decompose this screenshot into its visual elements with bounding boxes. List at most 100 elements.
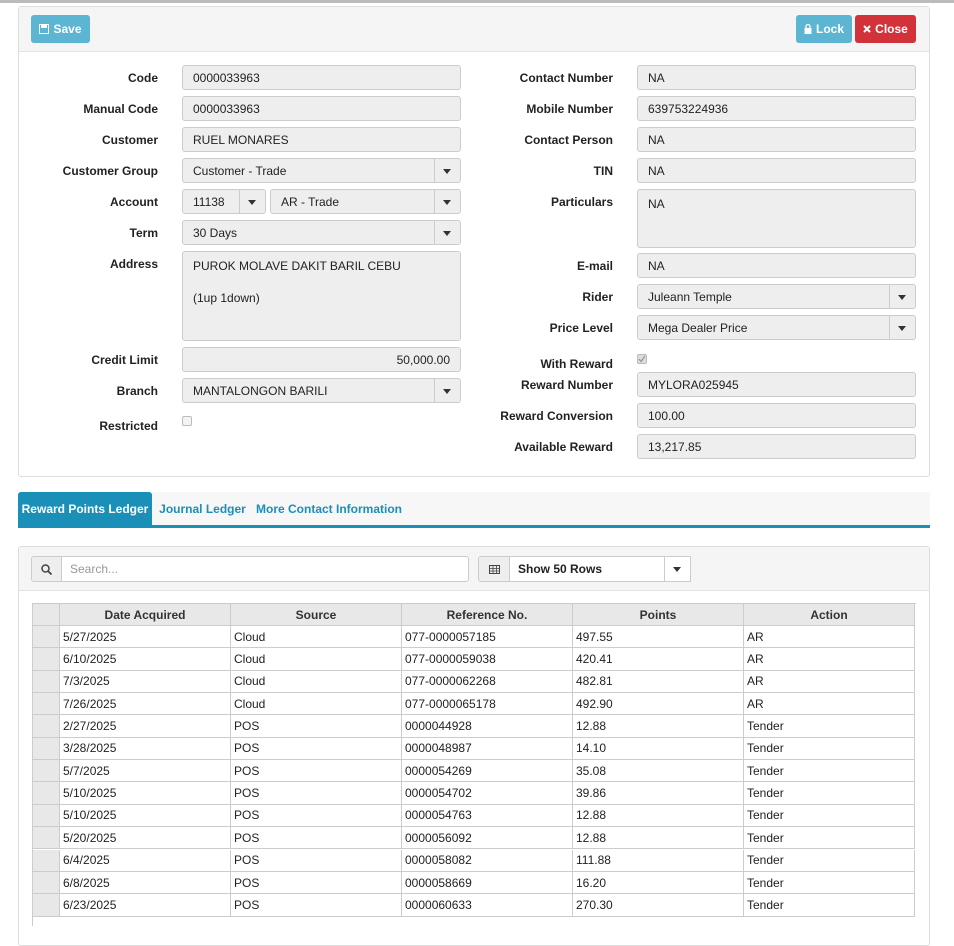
search-placeholder: Search... xyxy=(70,562,119,576)
table-cell: 077-0000059038 xyxy=(402,648,573,671)
select-input[interactable]: Juleann Temple xyxy=(637,284,916,309)
tab[interactable]: More Contact Information xyxy=(256,501,402,516)
table-cell: Cloud xyxy=(231,693,402,716)
search-icon-box xyxy=(31,556,62,582)
table-cell: 3/28/2025 xyxy=(60,737,231,761)
field-label: Customer Group xyxy=(62,164,158,178)
field-label: Branch xyxy=(116,384,158,398)
table-icon-box xyxy=(478,556,510,582)
ledger-table: Date Acquired Source Reference No. Points Ac… xyxy=(32,603,916,926)
text-input[interactable]: 100.00 xyxy=(637,403,916,428)
table-cell: AR xyxy=(744,648,915,671)
table-cell: 12.88 xyxy=(573,827,744,850)
input-value: 0000033963 xyxy=(193,101,260,116)
input-value: 13,217.85 xyxy=(648,439,702,454)
save-icon xyxy=(39,24,50,34)
select-input[interactable]: 30 Days xyxy=(182,220,461,245)
select-input[interactable]: Customer - Trade xyxy=(182,158,461,183)
column-header: Points xyxy=(573,604,744,626)
checkbox[interactable] xyxy=(637,354,647,364)
table-cell: Tender xyxy=(744,849,915,872)
table-cell: 0000058669 xyxy=(402,871,573,895)
table-cell: 5/10/2025 xyxy=(60,782,231,805)
field-label: Term xyxy=(129,226,158,240)
text-input[interactable]: 13,217.85 xyxy=(637,434,916,459)
select-input[interactable]: Mega Dealer Price xyxy=(637,315,916,340)
table-cell: 6/10/2025 xyxy=(60,648,231,671)
field-label: Customer xyxy=(101,133,158,147)
row-header-cell xyxy=(33,782,60,805)
field-label: Contact Number xyxy=(519,71,613,85)
row-header-cell xyxy=(33,626,60,649)
table-cell: 6/23/2025 xyxy=(60,894,231,917)
text-input[interactable]: NA xyxy=(637,189,916,248)
field-label: Rider xyxy=(582,290,613,304)
text-input[interactable]: MYLORA025945 xyxy=(637,372,916,397)
input-value: NA xyxy=(648,70,665,85)
table-cell: 2/27/2025 xyxy=(60,715,231,738)
dropdown-caret xyxy=(434,221,460,244)
text-input[interactable]: 50,000.00 xyxy=(182,347,461,372)
row-header-cell xyxy=(33,670,60,694)
table-cell: AR xyxy=(744,670,915,694)
table-cell: 16.20 xyxy=(573,871,744,895)
input-value: NA xyxy=(648,197,665,211)
column-header: Date Acquired xyxy=(60,604,231,626)
dropdown-caret xyxy=(434,190,460,213)
row-header-cell xyxy=(33,894,60,917)
select-input[interactable]: MANTALONGON BARILI xyxy=(182,378,461,403)
text-input[interactable]: 639753224936 xyxy=(637,96,916,121)
table-cell: 14.10 xyxy=(573,737,744,761)
field-label: Code xyxy=(128,71,158,85)
field-label: Contact Person xyxy=(524,133,613,147)
input-value: NA xyxy=(648,258,665,273)
field-label: Mobile Number xyxy=(526,102,613,116)
column-header: Action xyxy=(744,604,915,626)
input-value: NA xyxy=(648,132,665,147)
close-label: Close xyxy=(875,22,908,36)
row-header-cell xyxy=(33,693,60,716)
check-mark xyxy=(638,355,646,363)
table-cell: Cloud xyxy=(231,670,402,694)
field-label: E-mail xyxy=(576,259,613,273)
input-value: 639753224936 xyxy=(648,101,729,116)
text-input[interactable]: 0000033963 xyxy=(182,96,461,121)
field-label: Reward Conversion xyxy=(500,409,613,423)
text-input[interactable]: NA xyxy=(637,158,916,183)
save-button[interactable]: Save xyxy=(31,15,90,43)
select-input[interactable]: AR - Trade xyxy=(270,189,461,214)
checkbox[interactable] xyxy=(182,416,192,426)
row-header-cell xyxy=(33,871,60,895)
row-header-cell xyxy=(33,827,60,850)
lock-label: Lock xyxy=(815,22,844,36)
tab[interactable]: Reward Points Ledger xyxy=(18,492,152,525)
table-cell: 492.90 xyxy=(573,693,744,716)
text-input[interactable]: 0000033963 xyxy=(182,65,461,90)
text-input[interactable]: NA xyxy=(637,65,916,90)
dropdown-caret xyxy=(664,557,690,581)
table-cell: 6/4/2025 xyxy=(60,849,231,872)
table-cell: 39.86 xyxy=(573,782,744,805)
save-label: Save xyxy=(53,22,82,36)
rows-select[interactable]: Show 50 Rows xyxy=(509,556,691,582)
text-input[interactable]: RUEL MONARES xyxy=(182,127,461,152)
table-cell: Tender xyxy=(744,737,915,761)
search-input[interactable]: Search... xyxy=(61,556,469,582)
row-header-cell xyxy=(33,760,60,783)
dropdown-caret xyxy=(434,379,460,402)
close-button[interactable]: Close xyxy=(855,15,916,43)
toolbar xyxy=(19,7,929,52)
row-header-cell xyxy=(33,648,60,671)
text-input[interactable]: NA xyxy=(637,253,916,278)
text-input[interactable]: NA xyxy=(637,127,916,152)
field-label: Available Reward xyxy=(514,440,613,454)
lock-button[interactable]: Lock xyxy=(796,15,852,43)
text-input[interactable]: PUROK MOLAVE DAKIT BARIL CEBU (1up 1down… xyxy=(182,251,461,341)
tab[interactable]: Journal Ledger xyxy=(159,501,246,516)
input-value: 50,000.00 xyxy=(396,352,450,367)
row-header-cell xyxy=(33,715,60,738)
select-input[interactable]: 11138 xyxy=(182,189,266,214)
input-value: PUROK MOLAVE DAKIT BARIL CEBU (1up 1down… xyxy=(193,259,401,305)
table-cell: Tender xyxy=(744,894,915,917)
row-header-cell xyxy=(33,737,60,761)
